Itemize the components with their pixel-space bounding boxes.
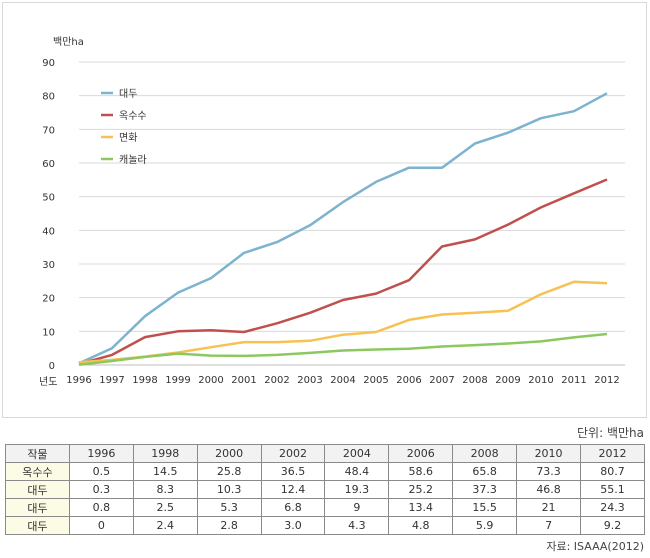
table-cell: 0.8	[68, 498, 134, 517]
table-cell: 36.5	[260, 462, 326, 481]
x-tick-label: 2009	[495, 375, 520, 386]
table-cell: 25.2	[388, 480, 454, 499]
table-row-crop: 옥수수	[5, 462, 70, 481]
table-cell: 6.8	[260, 498, 326, 517]
table-cell: 14.5	[132, 462, 198, 481]
x-tick-label: 2008	[462, 375, 487, 386]
x-tick-label: 2010	[528, 375, 553, 386]
x-tick-label: 2007	[429, 375, 454, 386]
table-cell: 13.4	[388, 498, 454, 517]
table-row: 옥수수 0.5 14.5 25.8 36.5 48.4 58.6 65.8 73.3 80.7	[5, 462, 645, 481]
y-tick-label: 70	[42, 125, 55, 136]
table-cell: 21	[516, 498, 582, 517]
table-header-year: 2000	[196, 444, 262, 463]
table-body: 옥수수 0.5 14.5 25.8 36.5 48.4 58.6 65.8 73.3 80.7 대두…	[5, 462, 645, 535]
table-cell: 9	[324, 498, 390, 517]
chart-frame: 0 10 20 30 40 50 60 70 80 90 백만ha 1996 1997 1998 1999 2…	[2, 2, 647, 418]
table-cell: 8.3	[132, 480, 198, 499]
table-cell: 9.2	[580, 516, 645, 535]
table-cell: 2.8	[196, 516, 262, 535]
table-header-year: 2006	[388, 444, 454, 463]
table-header-year: 1998	[132, 444, 198, 463]
table-cell: 4.8	[388, 516, 454, 535]
table-header-year: 2008	[452, 444, 518, 463]
table-row-crop: 대두	[5, 498, 70, 517]
y-tick-label: 50	[42, 193, 55, 204]
table-header-year: 2004	[324, 444, 390, 463]
x-tick-label: 2004	[330, 375, 355, 386]
table-cell: 58.6	[388, 462, 454, 481]
table-cell: 7	[516, 516, 582, 535]
series-line-1	[78, 92, 608, 365]
table-cell: 0.5	[68, 462, 134, 481]
table-cell: 46.8	[516, 480, 582, 499]
x-tick-label: 2001	[231, 375, 256, 386]
x-tick-label: 2002	[264, 375, 289, 386]
y-tick-label: 90	[42, 58, 55, 69]
series-line-2	[78, 178, 608, 366]
x-tick-label: 1996	[66, 375, 91, 386]
legend-label: 면화	[119, 132, 137, 144]
y-tick-label: 10	[42, 327, 55, 338]
table-cell: 5.9	[452, 516, 518, 535]
table-header-year: 2002	[260, 444, 326, 463]
table-cell: 65.8	[452, 462, 518, 481]
table-cell: 73.3	[516, 462, 582, 481]
y-tick-label: 0	[49, 361, 55, 372]
table-cell: 19.3	[324, 480, 390, 499]
table-cell: 2.4	[132, 516, 198, 535]
y-tick-label: 20	[42, 294, 55, 305]
x-tick-label: 2011	[561, 375, 586, 386]
unit-note: 단위: 백만ha	[577, 426, 644, 440]
table-cell: 48.4	[324, 462, 390, 481]
table-cell: 24.3	[580, 498, 645, 517]
x-tick-label: 2005	[363, 375, 388, 386]
x-tick-label: 1998	[132, 375, 157, 386]
y-tick-label: 40	[42, 226, 55, 237]
table-header-crop: 작물	[5, 444, 70, 463]
table-cell: 3.0	[260, 516, 326, 535]
y-axis-label: 백만ha	[53, 36, 84, 48]
table-cell: 0.3	[68, 480, 134, 499]
line-chart: 0 10 20 30 40 50 60 70 80 90 백만ha 1996 1997 1998 1999 2…	[39, 36, 625, 388]
data-table: 작물 1996 1998 2000 2002 2004 2006 2008 2010 2012 옥…	[5, 444, 645, 535]
table-header-year: 2012	[580, 444, 645, 463]
table-cell: 12.4	[260, 480, 326, 499]
y-tick-label: 80	[42, 92, 55, 103]
table-cell: 2.5	[132, 498, 198, 517]
x-tick-label: 1997	[99, 375, 124, 386]
table-header-year: 2010	[516, 444, 582, 463]
table-header-year: 1996	[68, 444, 134, 463]
table-cell: 4.3	[324, 516, 390, 535]
legend-label: 대두	[119, 88, 137, 100]
table-row: 대두 0.3 8.3 10.3 12.4 19.3 25.2 37.3 46.8 55.1	[5, 480, 645, 499]
table-header-row: 작물 1996 1998 2000 2002 2004 2006 2008 2010 2012	[5, 444, 645, 463]
table-row: 대두 0 2.4 2.8 3.0 4.3 4.8 5.9 7 9.2	[5, 516, 645, 535]
x-tick-label: 2003	[297, 375, 322, 386]
source-note: 자료: ISAAA(2012)	[546, 540, 644, 553]
table-cell: 55.1	[580, 480, 645, 499]
table-row: 대두 0.8 2.5 5.3 6.8 9 13.4 15.5 21 24.3	[5, 498, 645, 517]
table-cell: 15.5	[452, 498, 518, 517]
x-tick-label: 2012	[594, 375, 619, 386]
legend-label: 캐놀라	[119, 154, 147, 166]
x-tick-label: 1999	[165, 375, 190, 386]
legend-label: 옥수수	[119, 110, 147, 122]
series-line-4	[78, 332, 608, 366]
y-tick-label: 30	[42, 260, 55, 271]
table-cell: 25.8	[196, 462, 262, 481]
table-cell: 5.3	[196, 498, 262, 517]
x-tick-label: 2000	[198, 375, 223, 386]
x-axis-label: 년도	[39, 376, 57, 388]
table-row-crop: 대두	[5, 516, 70, 535]
x-tick-label: 2006	[396, 375, 421, 386]
table-cell: 0	[68, 516, 134, 535]
y-tick-label: 60	[42, 159, 55, 170]
table-cell: 10.3	[196, 480, 262, 499]
table-cell: 80.7	[580, 462, 645, 481]
table-row-crop: 대두	[5, 480, 70, 499]
table-cell: 37.3	[452, 480, 518, 499]
